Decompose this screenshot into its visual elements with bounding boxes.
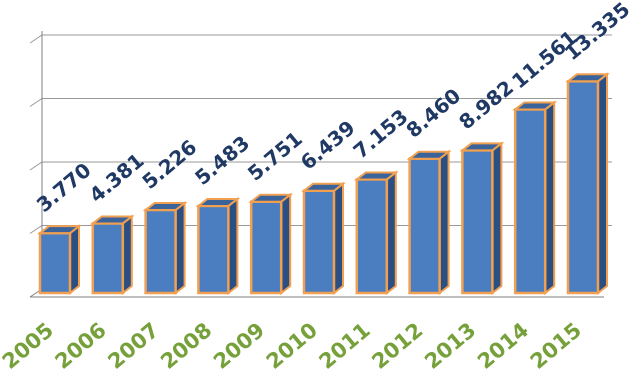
bar-front [249, 200, 283, 295]
gridlines [29, 31, 612, 298]
bar-top [353, 171, 399, 181]
gridline [29, 98, 612, 107]
bar-top [406, 150, 452, 160]
bar [353, 170, 399, 296]
bar-front [38, 231, 72, 295]
gridline [29, 34, 612, 44]
bar [512, 100, 558, 296]
bar-side [333, 181, 344, 296]
bar-side [544, 100, 556, 296]
value-label: 8.982 [454, 75, 518, 134]
bar [459, 141, 505, 296]
category-label: 2009 [209, 318, 269, 374]
bar-top [142, 202, 188, 212]
bar [301, 181, 346, 296]
bar-top [565, 73, 610, 83]
bar-side [227, 196, 239, 296]
value-label: 5.483 [190, 131, 254, 190]
bar-top [248, 193, 294, 203]
bar-front [461, 149, 494, 295]
bar [195, 196, 241, 296]
bar-front [513, 108, 547, 295]
category-label: 2005 [0, 318, 58, 374]
bar [406, 149, 452, 296]
bar-front [144, 208, 177, 295]
value-label: 8.460 [401, 83, 465, 142]
category-label: 2006 [51, 318, 111, 374]
bar-top [512, 101, 558, 111]
bar-front [302, 189, 336, 295]
category-labels: 2005200620072008200920102011201220132014… [0, 318, 586, 374]
bar-front [197, 204, 230, 295]
bar-side [174, 200, 186, 296]
bar [37, 224, 82, 296]
bar-side [280, 192, 292, 296]
bar-front [91, 222, 125, 295]
bar-side [597, 72, 608, 296]
value-label: 5.226 [137, 135, 201, 194]
bar [142, 200, 188, 296]
bar-side [69, 224, 80, 296]
category-label: 2012 [367, 318, 427, 374]
bar-front [408, 157, 441, 295]
category-label: 2014 [473, 318, 533, 374]
bar [565, 72, 610, 296]
bar-top [37, 225, 82, 235]
bar-side [385, 170, 397, 296]
bar-top [89, 215, 135, 225]
bar-top [195, 197, 241, 207]
category-label: 2013 [420, 318, 480, 374]
bar-front [566, 80, 600, 295]
bar-side [438, 149, 450, 296]
bar-top [459, 142, 505, 152]
bar-front [355, 178, 389, 295]
category-label: 2015 [526, 318, 586, 374]
category-label: 2011 [315, 318, 375, 374]
bars [37, 72, 610, 296]
bar [248, 192, 294, 296]
category-label: 2007 [103, 318, 163, 374]
category-label: 2008 [156, 318, 216, 374]
bar-top [301, 182, 346, 192]
category-label: 2010 [262, 318, 322, 374]
bar [89, 214, 135, 296]
bar-side [491, 141, 503, 296]
bar-side [121, 214, 133, 296]
